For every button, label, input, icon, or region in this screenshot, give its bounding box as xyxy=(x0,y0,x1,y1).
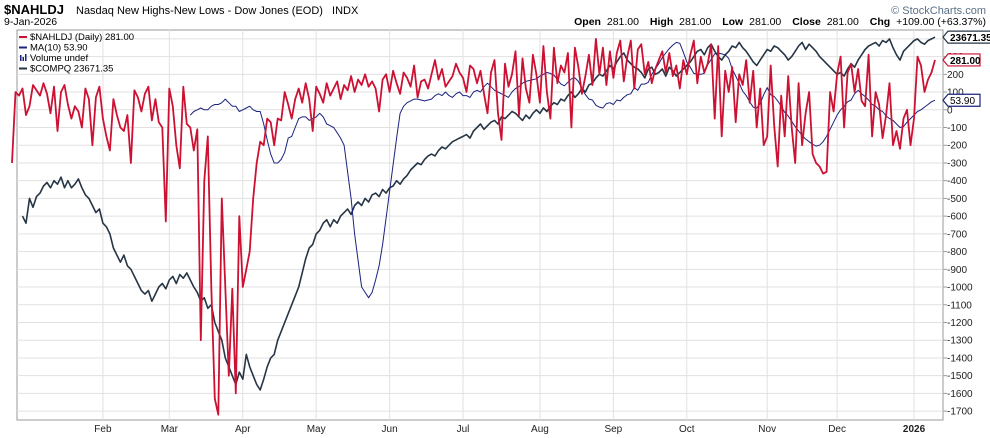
y-tick-label: -1700 xyxy=(947,407,973,418)
exchange-text: INDX xyxy=(332,5,359,17)
y-tick-label: -800 xyxy=(947,247,967,258)
y-tick-label: -1400 xyxy=(947,353,973,364)
y-tick-label: -1500 xyxy=(947,371,973,382)
x-tick-label: Feb xyxy=(94,424,112,435)
price-tag-label: 53.90 xyxy=(950,96,975,107)
y-tick-label: -1200 xyxy=(947,318,973,329)
chart-date: 9-Jan-2026 xyxy=(4,16,57,28)
x-tick-label: Jun xyxy=(382,424,398,435)
price-tag xyxy=(942,93,981,107)
symbol-description: Nasdaq New Highs-New Lows - Dow Jones (E… xyxy=(76,5,359,17)
legend-label: $COMPQ 23671.35 xyxy=(30,64,113,75)
description-text: Nasdaq New Highs-New Lows - Dow Jones (E… xyxy=(76,5,323,17)
y-tick-label: -1600 xyxy=(947,389,973,400)
x-tick-label: 2026 xyxy=(903,424,926,435)
chg-label: Chg xyxy=(870,16,890,28)
y-tick-label: -200 xyxy=(947,141,967,152)
legend-swatch xyxy=(25,54,27,61)
price-tag xyxy=(942,53,981,67)
price-tag-label: 281.00 xyxy=(950,56,981,67)
high-value: 281.00 xyxy=(679,16,711,28)
y-axis: 4003002001000-100-200-300-400-500-600-70… xyxy=(943,34,973,418)
y-tick-label: -300 xyxy=(947,158,967,169)
plot-frame xyxy=(16,29,944,421)
compq-line xyxy=(21,36,936,391)
y-tick-label: -1300 xyxy=(947,336,973,347)
y-tick-label: -1100 xyxy=(947,300,972,311)
x-tick-label: Oct xyxy=(679,424,695,435)
header-background xyxy=(0,0,990,30)
legend-label: MA(10) 53.90 xyxy=(30,43,88,54)
legend-label: Volume undef xyxy=(30,53,88,64)
y-tick-label: -900 xyxy=(947,265,967,276)
close-value: 281.00 xyxy=(827,16,859,28)
x-tick-label: May xyxy=(307,424,326,435)
price-tag-label: 23671.35 xyxy=(950,33,990,44)
y-tick-label: 100 xyxy=(947,88,964,99)
x-tick-label: Jul xyxy=(457,424,470,435)
y-tick-label: -700 xyxy=(947,229,967,240)
y-tick-label: 200 xyxy=(947,70,964,81)
x-tick-label: Dec xyxy=(828,424,846,435)
nahldj-line xyxy=(11,38,936,416)
symbol-title: $NAHLDJ xyxy=(4,2,64,17)
chg-value: +109.00 (+63.37%) xyxy=(896,16,986,28)
grid-lines xyxy=(17,30,943,420)
open-label: Open xyxy=(574,16,601,28)
low-label: Low xyxy=(722,16,744,28)
watermark: © StockCharts.com xyxy=(891,5,986,17)
x-tick-label: Apr xyxy=(235,424,251,435)
price-tag xyxy=(942,30,990,44)
x-tick-label: Aug xyxy=(531,424,549,435)
x-axis: Feb Mar Apr May Jun Jul Aug Sep Oct Nov Dec 2026 xyxy=(94,424,925,435)
x-tick-label: Nov xyxy=(758,424,776,435)
high-label: High xyxy=(650,16,673,28)
legend-label: $NAHLDJ (Daily) 281.00 xyxy=(30,32,134,43)
y-tick-label: -600 xyxy=(947,212,967,223)
series-layer xyxy=(11,36,936,416)
ohlc-summary: Open 281.00 High 281.00 Low 281.00 Close… xyxy=(574,16,986,28)
y-tick-label: -100 xyxy=(947,123,967,134)
y-tick-label: 0 xyxy=(947,105,953,116)
y-tick-label: -400 xyxy=(947,176,967,187)
legend-swatch xyxy=(20,55,22,61)
open-value: 281.00 xyxy=(607,16,639,28)
x-tick-label: Sep xyxy=(604,424,622,435)
legend-swatch xyxy=(22,57,24,61)
y-tick-label: -1000 xyxy=(947,283,973,294)
x-tick-label: Mar xyxy=(161,424,179,435)
y-tick-label: -500 xyxy=(947,194,967,205)
close-label: Close xyxy=(792,16,821,28)
price-tags: 23671.35 281.00 53.90 xyxy=(942,30,990,107)
low-value: 281.00 xyxy=(749,16,781,28)
